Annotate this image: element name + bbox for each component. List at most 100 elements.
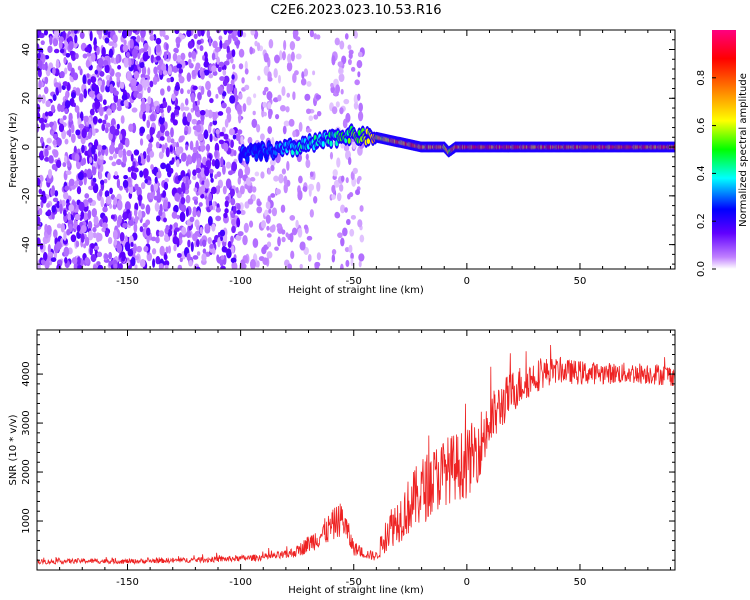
spectrogram-cell bbox=[93, 153, 98, 162]
spectrogram-cell bbox=[86, 73, 90, 78]
spectrogram-cell bbox=[52, 67, 56, 76]
snr-xtick-label: 0 bbox=[464, 577, 470, 588]
spectrogram-cell bbox=[178, 68, 184, 74]
spectrogram-cell bbox=[287, 53, 292, 64]
spectrogram-cell bbox=[189, 216, 195, 223]
spectrogram-cell bbox=[149, 113, 156, 122]
spectrogram-cell bbox=[149, 150, 155, 158]
spectrogram-cell bbox=[74, 180, 79, 188]
spectrogram-cell bbox=[292, 32, 297, 40]
spectrogram-cell bbox=[53, 229, 58, 239]
spectrogram-cell bbox=[66, 229, 71, 236]
spectrogram-cell bbox=[62, 81, 69, 87]
spectrogram-cell bbox=[313, 33, 318, 40]
spectrogram-cell bbox=[179, 211, 186, 223]
spectrogram-cell bbox=[109, 125, 116, 135]
spectrogram-cell bbox=[101, 145, 107, 150]
spectrogram-cell bbox=[339, 40, 345, 50]
spectrogram-cell bbox=[107, 237, 113, 245]
spectrogram-cell bbox=[217, 66, 222, 73]
spectrogram-cell bbox=[54, 82, 60, 88]
spectrogram-cell bbox=[251, 118, 258, 128]
spectrogram-cell bbox=[335, 101, 340, 108]
spectrogram-cell bbox=[225, 196, 230, 201]
spectrogram-cell bbox=[71, 257, 78, 265]
spectrogram-cell bbox=[82, 74, 87, 85]
spectrogram-cell bbox=[202, 54, 206, 61]
spectrogram-cell bbox=[190, 241, 194, 253]
spectrogram-cell bbox=[87, 209, 92, 220]
spectrogram-cell bbox=[44, 123, 50, 128]
spectrogram-cell bbox=[182, 176, 187, 183]
spectrogram-xtick-label: 50 bbox=[574, 276, 587, 287]
spectrogram-cell bbox=[304, 93, 311, 101]
spectrogram-cell bbox=[338, 67, 343, 73]
spectrogram-cell bbox=[64, 108, 69, 114]
spectrogram-cell bbox=[221, 126, 226, 133]
spectrogram-cell bbox=[165, 147, 170, 158]
spectrogram-cell bbox=[228, 128, 235, 136]
spectrogram-cell bbox=[207, 109, 213, 119]
spectrogram-cell bbox=[84, 193, 90, 199]
spectrogram-cell bbox=[256, 206, 263, 214]
spectrogram-cell bbox=[84, 236, 90, 246]
spectrogram-cell bbox=[212, 200, 216, 211]
spectrogram-panel: -150 -100 -50 0 50 -40 -20 0 20 40 Height of stra… bbox=[8, 29, 676, 296]
spectrogram-cell bbox=[113, 238, 118, 246]
spectrogram-cell bbox=[96, 232, 103, 242]
spectrogram-cell bbox=[70, 234, 77, 243]
spectrogram-cell bbox=[55, 86, 60, 96]
spectrogram-cell bbox=[238, 63, 244, 70]
spectrogram-cell bbox=[271, 224, 276, 232]
spectrogram-cell bbox=[94, 85, 100, 96]
spectrogram-cell bbox=[142, 51, 149, 62]
spectrogram-ytick-label: 40 bbox=[21, 43, 32, 56]
spectrogram-cell bbox=[80, 224, 87, 233]
spectrogram-cell bbox=[221, 91, 227, 97]
spectrogram-cell bbox=[286, 92, 291, 98]
spectrogram-cell bbox=[52, 94, 57, 102]
spectrogram-track-cell bbox=[347, 137, 351, 144]
spectrogram-cell bbox=[211, 65, 217, 72]
spectrogram-cell bbox=[87, 78, 92, 86]
spectrogram-cell bbox=[47, 251, 54, 257]
spectrogram-cell bbox=[52, 38, 57, 47]
spectrogram-cell bbox=[51, 185, 55, 196]
spectrogram-cell bbox=[357, 111, 364, 122]
spectrogram-cell bbox=[97, 57, 104, 68]
spectrogram-cell bbox=[102, 206, 108, 213]
spectrogram-cell bbox=[106, 195, 112, 205]
spectrogram-cell bbox=[308, 115, 314, 122]
spectrogram-cell bbox=[242, 103, 247, 112]
spectrogram-cell bbox=[89, 108, 95, 116]
spectrogram-cell bbox=[222, 69, 227, 76]
spectrogram-cell bbox=[233, 87, 238, 97]
spectrogram-cell bbox=[316, 252, 321, 261]
spectrogram-cell bbox=[123, 99, 129, 107]
spectrogram-cell bbox=[256, 123, 261, 133]
spectrogram-cell bbox=[266, 91, 273, 101]
spectrogram-cell bbox=[134, 183, 139, 191]
spectrogram-cell bbox=[340, 175, 345, 182]
spectrogram-cell bbox=[124, 241, 131, 252]
spectrogram-cell bbox=[141, 65, 147, 76]
spectrogram-cell bbox=[60, 222, 65, 233]
spectrogram-cell bbox=[225, 106, 232, 115]
spectrogram-cell bbox=[288, 118, 295, 127]
spectrogram-cell bbox=[356, 59, 363, 69]
snr-xlabel: Height of straight line (km) bbox=[288, 585, 424, 596]
snr-xtick-label: 50 bbox=[574, 577, 587, 588]
spectrogram-cell bbox=[344, 33, 349, 40]
spectrogram-cell bbox=[156, 171, 162, 179]
spectrogram-cell bbox=[269, 159, 276, 167]
spectrogram-cell bbox=[243, 222, 249, 233]
spectrogram-cell bbox=[91, 181, 96, 187]
spectrogram-cell bbox=[236, 104, 242, 113]
spectrogram-cell bbox=[150, 164, 154, 170]
spectrogram-cell bbox=[340, 263, 344, 269]
spectrogram-cell bbox=[279, 50, 283, 61]
spectrogram-xtick-label: -150 bbox=[116, 276, 139, 287]
spectrogram-cell bbox=[87, 230, 94, 241]
spectrogram-cell bbox=[37, 111, 41, 121]
spectrogram-cell bbox=[155, 37, 162, 45]
